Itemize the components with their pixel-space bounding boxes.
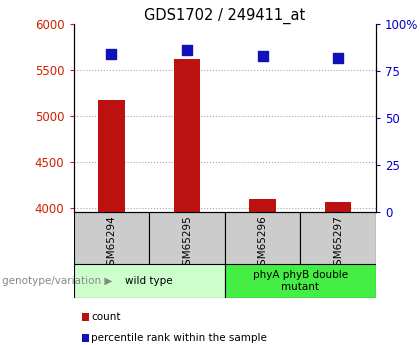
Bar	[174, 59, 200, 212]
Bar	[74, 212, 149, 264]
Point	[335, 55, 341, 61]
Bar	[98, 100, 125, 212]
Text: GSM65297: GSM65297	[333, 215, 343, 272]
Bar	[249, 199, 276, 212]
Text: GSM65294: GSM65294	[106, 215, 116, 272]
Text: genotype/variation ▶: genotype/variation ▶	[2, 276, 113, 286]
Point	[108, 51, 115, 57]
Text: wild type: wild type	[125, 276, 173, 286]
Bar	[149, 212, 225, 264]
Text: GSM65296: GSM65296	[257, 215, 268, 272]
Text: GSM65295: GSM65295	[182, 215, 192, 272]
Bar	[225, 212, 300, 264]
Text: count: count	[91, 312, 121, 322]
Title: GDS1702 / 249411_at: GDS1702 / 249411_at	[144, 8, 305, 24]
Bar	[225, 264, 376, 298]
Bar	[325, 202, 352, 212]
Text: percentile rank within the sample: percentile rank within the sample	[91, 333, 267, 343]
Text: phyA phyB double
mutant: phyA phyB double mutant	[253, 270, 348, 292]
Bar	[300, 212, 376, 264]
Bar	[74, 264, 225, 298]
Point	[184, 48, 190, 53]
Point	[259, 53, 266, 59]
